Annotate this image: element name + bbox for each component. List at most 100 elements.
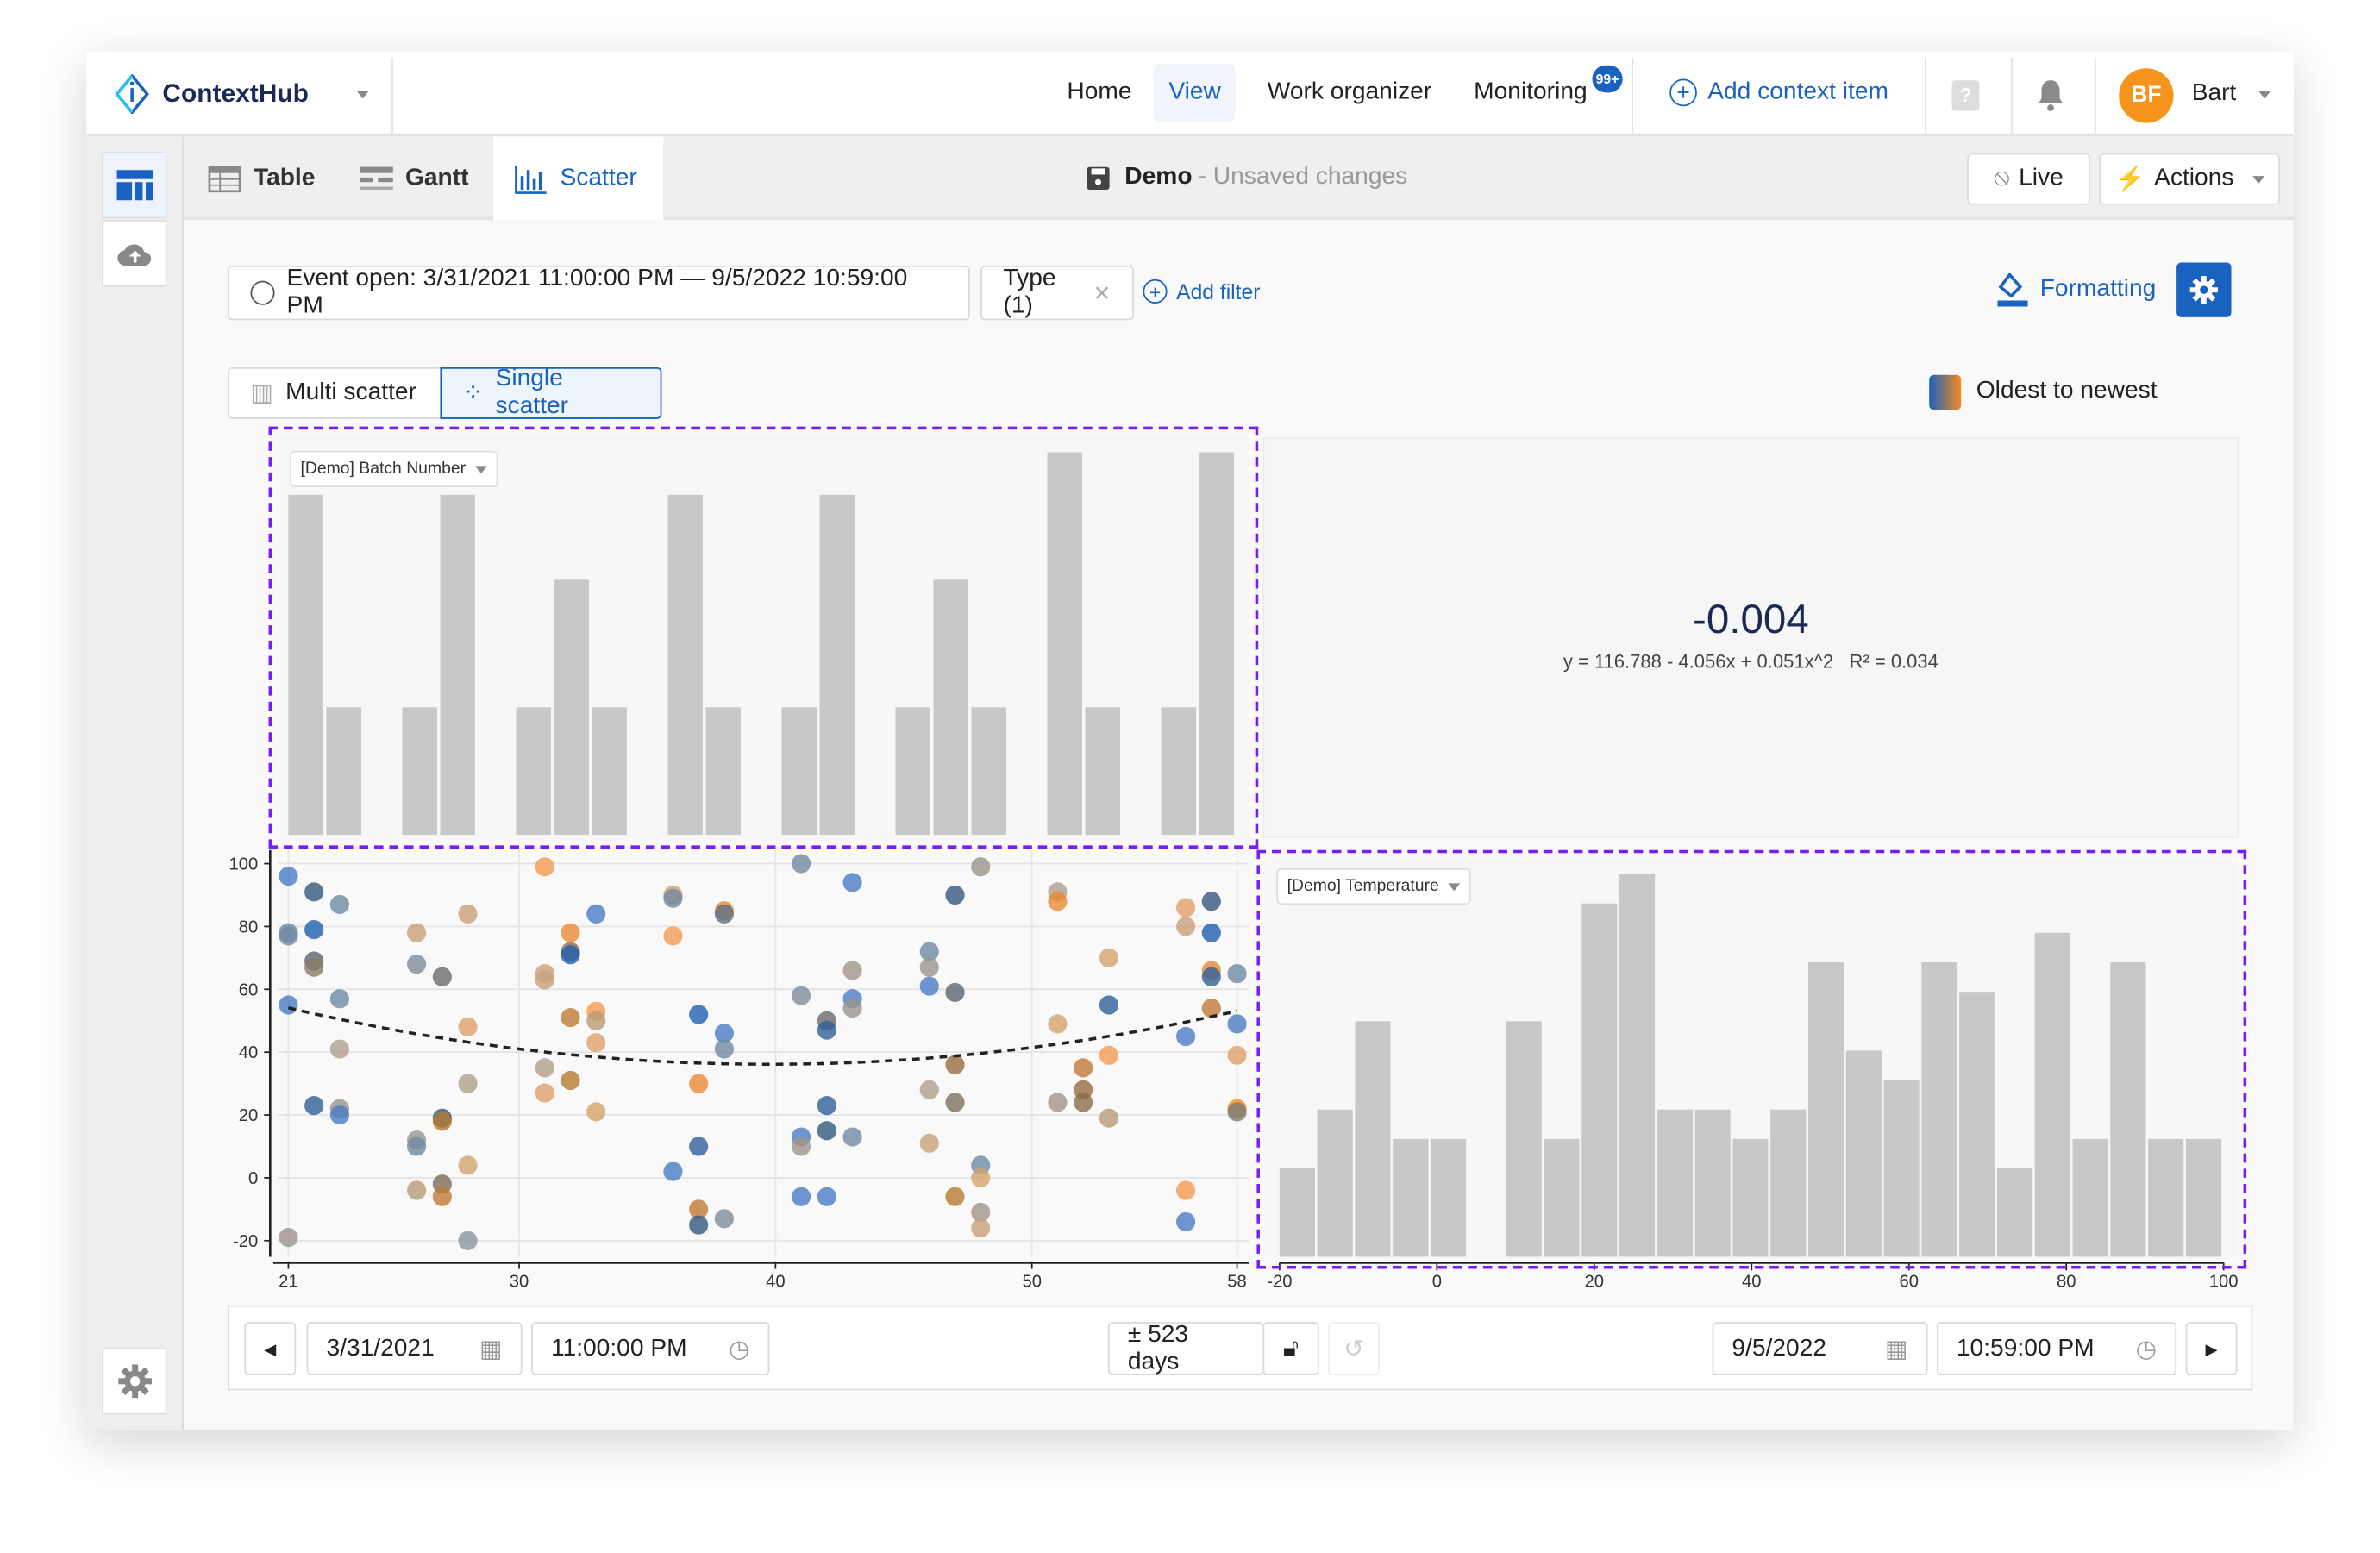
event-date-filter[interactable]: Event open: 3/31/2021 11:00:00 PM — 9/5/…	[228, 266, 970, 321]
start-time-field[interactable]: 11:00:00 PM ◷	[531, 1322, 770, 1375]
scatter-point	[1201, 892, 1221, 911]
monitoring-badge: 99+	[1592, 65, 1623, 93]
tab-scatter[interactable]: Scatter	[493, 136, 664, 221]
scatter-point	[407, 923, 427, 942]
r-squared: R² = 0.034	[1849, 651, 1938, 673]
logo-chevron-down-icon[interactable]	[356, 91, 369, 99]
formatting-button[interactable]: Formatting	[1997, 272, 2156, 307]
y-histogram-selection[interactable]	[1256, 849, 2247, 1269]
scatter-point	[329, 1039, 349, 1059]
scatter-point	[663, 888, 683, 908]
scatter-point	[458, 1231, 478, 1250]
nav-view[interactable]: View	[1153, 63, 1237, 122]
add-filter-button[interactable]: + Add filter	[1143, 279, 1260, 304]
logo[interactable]: ContextHub	[114, 74, 309, 115]
scatter-point	[407, 1180, 427, 1200]
scatter-point	[663, 926, 683, 946]
y-tick-label: 0	[248, 1169, 258, 1188]
scatter-point	[1176, 1212, 1196, 1232]
help-icon[interactable]: ?	[1951, 80, 1980, 111]
remove-filter-icon[interactable]: ✕	[1093, 279, 1112, 304]
end-date-field[interactable]: 9/5/2022 ▦	[1712, 1322, 1928, 1375]
tab-table[interactable]: Table	[187, 136, 337, 220]
scatter-point	[792, 1137, 811, 1156]
actions-chevron-down-icon	[2252, 175, 2264, 184]
x-variable-dropdown[interactable]: [Demo] Batch Number	[290, 450, 498, 488]
tab-gantt[interactable]: Gantt	[339, 136, 491, 220]
scatter-point	[945, 982, 965, 1003]
scatter-point	[1074, 1058, 1093, 1078]
scatter-point	[561, 923, 580, 942]
scatter-point	[714, 1209, 734, 1229]
scatter-point	[329, 1105, 349, 1125]
calendar-icon[interactable]: ▦	[479, 1336, 503, 1362]
y-histogram-bar	[1694, 1109, 1731, 1257]
scatter-point	[945, 1093, 965, 1112]
user-chevron-down-icon[interactable]	[2258, 91, 2271, 99]
scatter-point	[792, 986, 811, 1005]
multi-scatter-toggle[interactable]: ▥ Multi scatter	[228, 366, 442, 419]
upload-button[interactable]	[101, 220, 167, 287]
chart-settings-button[interactable]	[2176, 262, 2232, 317]
user-name[interactable]: Bart	[2191, 80, 2237, 107]
left-sidebar	[86, 136, 184, 1431]
y-variable-dropdown[interactable]: [Demo] Temperature	[1276, 867, 1471, 905]
dashboard-layout-icon	[116, 170, 153, 201]
start-date-value: 3/31/2021	[326, 1335, 435, 1362]
live-button[interactable]: ⦸ Live	[1967, 153, 2090, 205]
nav-work-organizer[interactable]: Work organizer	[1267, 78, 1432, 105]
y-histogram-bar	[1845, 1050, 1882, 1257]
clock-icon[interactable]: ◷	[2135, 1336, 2158, 1362]
clock-icon[interactable]: ◷	[728, 1336, 750, 1362]
clock-icon	[250, 280, 275, 305]
type-filter-label: Type (1)	[1003, 266, 1056, 319]
scatter-point	[304, 919, 324, 940]
live-off-icon: ⦸	[1994, 165, 2010, 191]
actions-button[interactable]: ⚡ Actions	[2099, 153, 2280, 205]
scatter-point	[586, 1011, 606, 1030]
x-tick-label: 30	[510, 1273, 529, 1292]
y-tick-label: 80	[239, 917, 259, 936]
y-histogram-bar	[1317, 1109, 1353, 1257]
lock-range-button[interactable]: 🔓︎	[1262, 1322, 1319, 1375]
y-histogram-bar	[1770, 1109, 1807, 1257]
settings-button[interactable]	[101, 1348, 167, 1415]
add-context-item-button[interactable]: + Add context item	[1669, 78, 1888, 107]
type-filter[interactable]: Type (1) ✕	[980, 266, 1134, 321]
nav-monitoring[interactable]: Monitoring	[1474, 78, 1588, 105]
document-title: Demo - Unsaved changes	[1087, 164, 1407, 191]
history-button[interactable]: ↺	[1328, 1322, 1381, 1375]
top-header: ContextHub Home View Work organizer Moni…	[86, 51, 2294, 137]
scatter-point	[1201, 999, 1221, 1018]
plus-circle-icon: +	[1143, 279, 1168, 304]
x-histogram-bar	[781, 707, 817, 836]
tab-scatter-label: Scatter	[560, 164, 637, 191]
y-histogram-bar	[1544, 1138, 1580, 1257]
x-histogram-selection[interactable]	[268, 426, 1259, 849]
single-scatter-icon: ⁘	[462, 380, 484, 407]
view-tabs: Table Gantt Scatter Demo - Unsaved chang…	[183, 136, 2294, 221]
end-time-field[interactable]: 10:59:00 PM ◷	[1937, 1322, 2177, 1375]
previous-period-button[interactable]: ◂	[244, 1322, 297, 1375]
y-histogram-tick-label: -20	[1267, 1273, 1292, 1292]
bell-icon[interactable]	[2034, 78, 2068, 114]
start-date-field[interactable]: 3/31/2021 ▦	[306, 1322, 523, 1375]
range-duration-field[interactable]: ± 523 days	[1107, 1321, 1265, 1375]
scatter-point	[1099, 1108, 1118, 1128]
scatter-point	[817, 1121, 836, 1141]
calendar-icon[interactable]: ▦	[1884, 1336, 1908, 1362]
trend-line	[288, 1006, 1237, 1067]
layout-button[interactable]	[101, 152, 167, 219]
scatter-point	[1201, 967, 1221, 986]
scatter-point	[714, 904, 734, 924]
next-period-button[interactable]: ▸	[2185, 1322, 2238, 1375]
x-histogram-bar	[667, 494, 703, 836]
add-filter-label: Add filter	[1176, 279, 1261, 304]
scatter-point	[817, 1020, 836, 1040]
single-scatter-toggle[interactable]: ⁘ Single scatter	[440, 366, 662, 419]
scatter-point	[842, 873, 862, 892]
unlock-icon: 🔓︎	[1282, 1335, 1300, 1362]
avatar[interactable]: BF	[2119, 68, 2174, 123]
y-histogram-bar	[2110, 961, 2146, 1257]
nav-home[interactable]: Home	[1067, 78, 1132, 105]
